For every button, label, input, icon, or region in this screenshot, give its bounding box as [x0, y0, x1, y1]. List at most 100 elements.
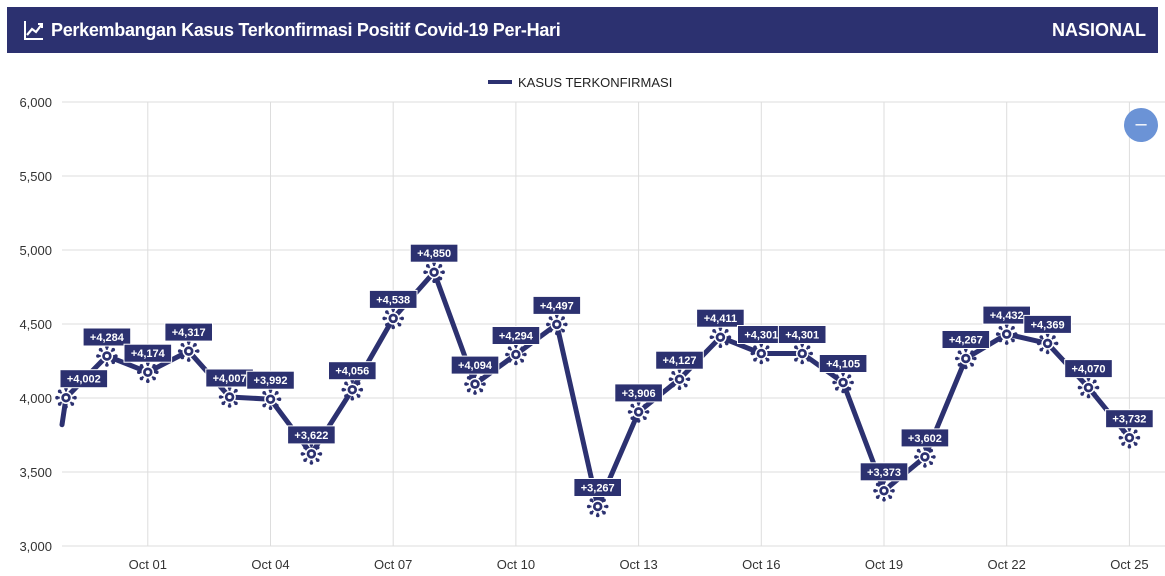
data-label: +4,369	[1023, 314, 1072, 334]
data-label: +3,373	[859, 462, 909, 482]
legend-label: KASUS TERKONFIRMASI	[518, 74, 673, 90]
data-label-box	[1023, 314, 1072, 334]
data-label-text: +4,317	[172, 327, 206, 339]
data-point	[55, 386, 77, 409]
data-label-text: +4,301	[785, 330, 819, 342]
data-label-box	[368, 289, 418, 309]
x-tick-label: Oct 25	[1110, 557, 1148, 572]
data-label: +4,070	[1064, 359, 1113, 379]
data-label: +3,602	[900, 428, 950, 448]
data-point	[627, 401, 650, 423]
data-point	[668, 368, 691, 390]
data-label-text: +3,373	[867, 467, 901, 479]
data-point	[1118, 426, 1141, 449]
data-point	[709, 326, 732, 348]
y-tick-label: 3,500	[19, 465, 52, 480]
data-label-text: +4,284	[90, 332, 125, 344]
y-tick-label: 4,000	[19, 391, 52, 406]
data-point	[382, 307, 404, 330]
data-label-text: +4,411	[704, 313, 737, 325]
data-label-box	[1064, 359, 1113, 379]
data-label-text: +4,497	[540, 300, 574, 312]
data-point	[341, 378, 364, 401]
x-tick-label: Oct 19	[865, 557, 903, 572]
chart-title: Perkembangan Kasus Terkonfirmasi Positif…	[51, 20, 561, 40]
data-point	[177, 340, 200, 362]
y-tick-label: 5,500	[19, 169, 52, 184]
data-label-box	[900, 428, 950, 448]
y-tick-label: 5,000	[19, 243, 52, 258]
label-layer: +4,002 +4,284 +4,174 +4,317 +4,007 +3,992 +3,6…	[59, 243, 1154, 497]
data-label-box	[123, 343, 173, 363]
data-point	[873, 480, 895, 502]
data-label-box	[573, 478, 623, 497]
data-label-box	[532, 295, 582, 315]
data-label-text: +4,538	[376, 294, 410, 306]
data-label-text: +4,105	[826, 359, 860, 371]
data-label: +4,538	[368, 289, 418, 309]
data-label: +4,301	[777, 325, 827, 344]
data-point	[955, 347, 977, 370]
axis-layer: 3,000 3,500 4,000 4,500 5,000 5,500 6,000 Oct 0…	[19, 95, 1148, 572]
data-point	[1036, 332, 1059, 355]
data-label: +4,411	[696, 308, 745, 328]
data-label: +3,906	[614, 383, 663, 403]
legend-swatch	[488, 80, 512, 84]
data-point	[505, 343, 527, 366]
data-label: +3,992	[246, 370, 295, 390]
data-label-text: +4,056	[335, 366, 369, 378]
data-label-text: +4,294	[499, 331, 534, 343]
data-label-text: +3,267	[581, 483, 615, 495]
data-point	[423, 261, 445, 283]
data-label-text: +3,906	[622, 388, 656, 400]
data-point	[96, 345, 118, 367]
data-point	[464, 373, 486, 395]
x-tick-label: Oct 04	[251, 557, 289, 572]
x-tick-label: Oct 16	[742, 557, 780, 572]
data-label-text: +4,432	[990, 310, 1024, 322]
data-point	[546, 313, 568, 336]
data-label-text: +4,070	[1072, 364, 1106, 376]
line-chart-icon	[24, 21, 43, 40]
data-label-text: +4,850	[417, 248, 451, 260]
data-label-text: +4,094	[458, 360, 493, 372]
data-point	[750, 342, 773, 365]
data-label: +4,094	[450, 355, 500, 375]
data-point	[914, 446, 936, 468]
scope-label: NASIONAL	[1052, 20, 1146, 40]
data-label-box	[246, 370, 295, 390]
data-label-box	[777, 325, 827, 344]
data-label-box	[655, 350, 704, 370]
x-tick-label: Oct 01	[129, 557, 167, 572]
y-tick-label: 6,000	[19, 95, 52, 110]
y-tick-label: 4,500	[19, 317, 52, 332]
data-label-box	[491, 326, 541, 345]
x-tick-label: Oct 13	[619, 557, 657, 572]
data-label-box	[82, 327, 132, 347]
data-label-text: +4,369	[1031, 319, 1065, 331]
zoom-out-button[interactable]: –	[1124, 108, 1158, 142]
data-label-text: +3,732	[1112, 414, 1146, 426]
data-label-text: +4,007	[213, 373, 247, 385]
data-label-box	[614, 383, 663, 403]
data-label-box	[818, 354, 868, 373]
data-label: +4,850	[409, 243, 459, 263]
data-point	[300, 443, 323, 465]
data-point	[791, 342, 813, 365]
data-label: +4,105	[818, 354, 868, 373]
data-label-text: +3,622	[294, 430, 328, 442]
data-label: +4,007	[205, 368, 254, 388]
data-label-box	[409, 243, 459, 263]
chart-legend[interactable]: KASUS TERKONFIRMASI	[488, 73, 672, 91]
data-label-box	[450, 355, 500, 375]
data-label-box	[696, 308, 745, 328]
data-label: +4,267	[941, 330, 991, 349]
marker-layer	[55, 261, 1141, 518]
data-label-text: +4,174	[131, 348, 166, 360]
data-label: +4,127	[655, 350, 704, 370]
data-label: +4,056	[328, 361, 377, 381]
data-label-text: +4,267	[949, 335, 983, 347]
data-point	[218, 386, 241, 408]
data-label-text: +4,301	[744, 330, 778, 342]
